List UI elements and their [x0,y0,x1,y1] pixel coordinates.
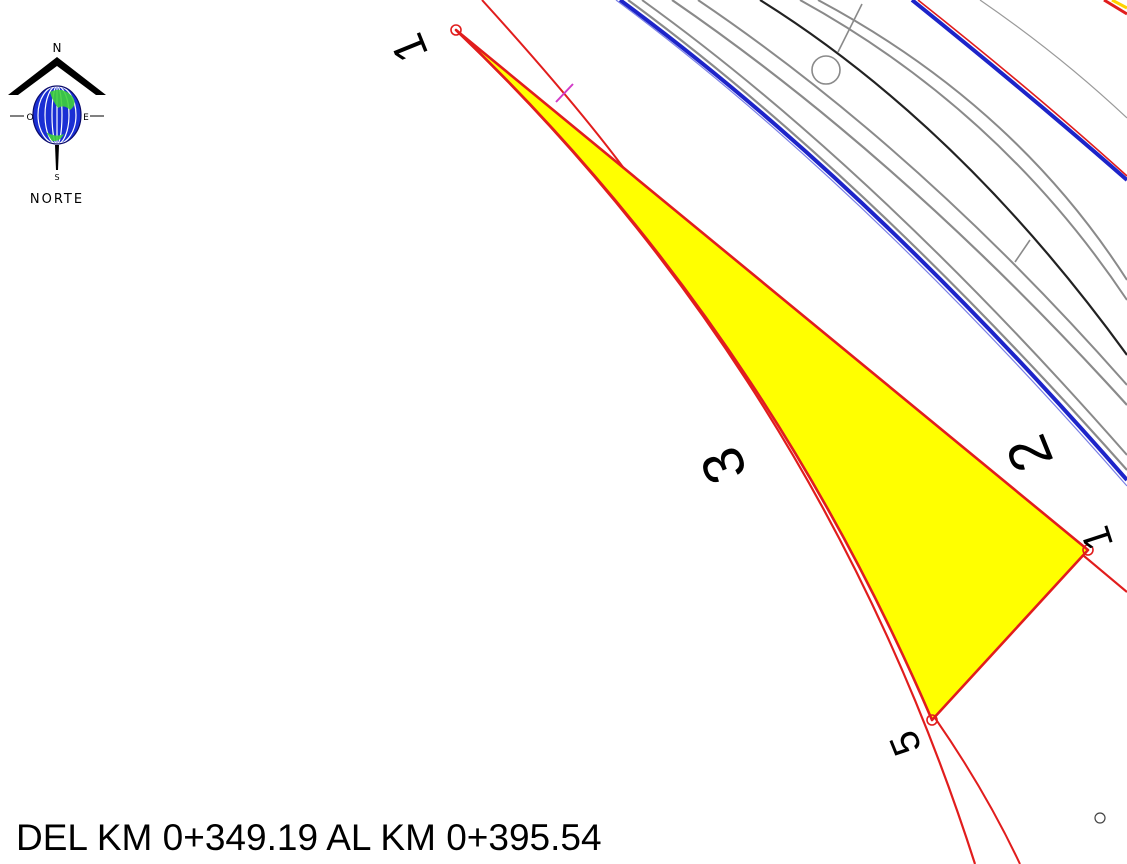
compass-west-label: O [26,113,33,123]
boundary-curve [934,717,1021,864]
vertex-label-top: 1 [380,26,438,69]
row-red-line [917,0,1127,177]
road-edge-line [641,0,1127,456]
north-arrow-globe-icon: N O E S NORTE [8,41,106,207]
survey-point-marker [1094,812,1106,824]
road-edge-line [627,0,1127,471]
compass-needle [55,145,59,170]
compass-caption: NORTE [30,192,84,207]
row-blue-line-edge [615,0,1127,487]
side-label-2: 2 [994,426,1066,480]
road-centerline [759,0,1127,356]
compass-east-label: E [83,113,89,123]
side-label-3: 3 [688,438,760,492]
station-tick [555,83,574,103]
row-red-corner [1103,0,1127,16]
road-edge-line [979,0,1127,119]
road-lines [615,0,1127,487]
parcel-polygon[interactable] [454,28,1090,722]
row-blue-line [910,0,1127,182]
station-tick [837,3,863,53]
vertex-marker-1-right[interactable] [1082,544,1094,556]
station-marker [811,55,841,85]
compass-globe-land [46,89,75,142]
road-edge-line [697,0,1127,386]
road-edge-line [671,0,1127,406]
compass-north-label: N [53,41,62,55]
vertex-marker-5[interactable] [926,714,938,726]
road-edge-line [817,0,1127,281]
road-edge-line [799,0,1127,301]
row-blue-line [618,0,1127,482]
vertex-label-bottom: 5 [881,724,930,761]
segment-title: DEL KM 0+349.19 AL KM 0+395.54 [16,817,602,858]
row-yellow-corner [1111,0,1127,10]
vertex-label-right: 1 [1073,521,1122,556]
compass-south-label: S [54,173,59,182]
station-tick [1014,239,1031,263]
compass-chevron [8,57,106,95]
vertex-marker-1-top[interactable] [450,24,462,36]
